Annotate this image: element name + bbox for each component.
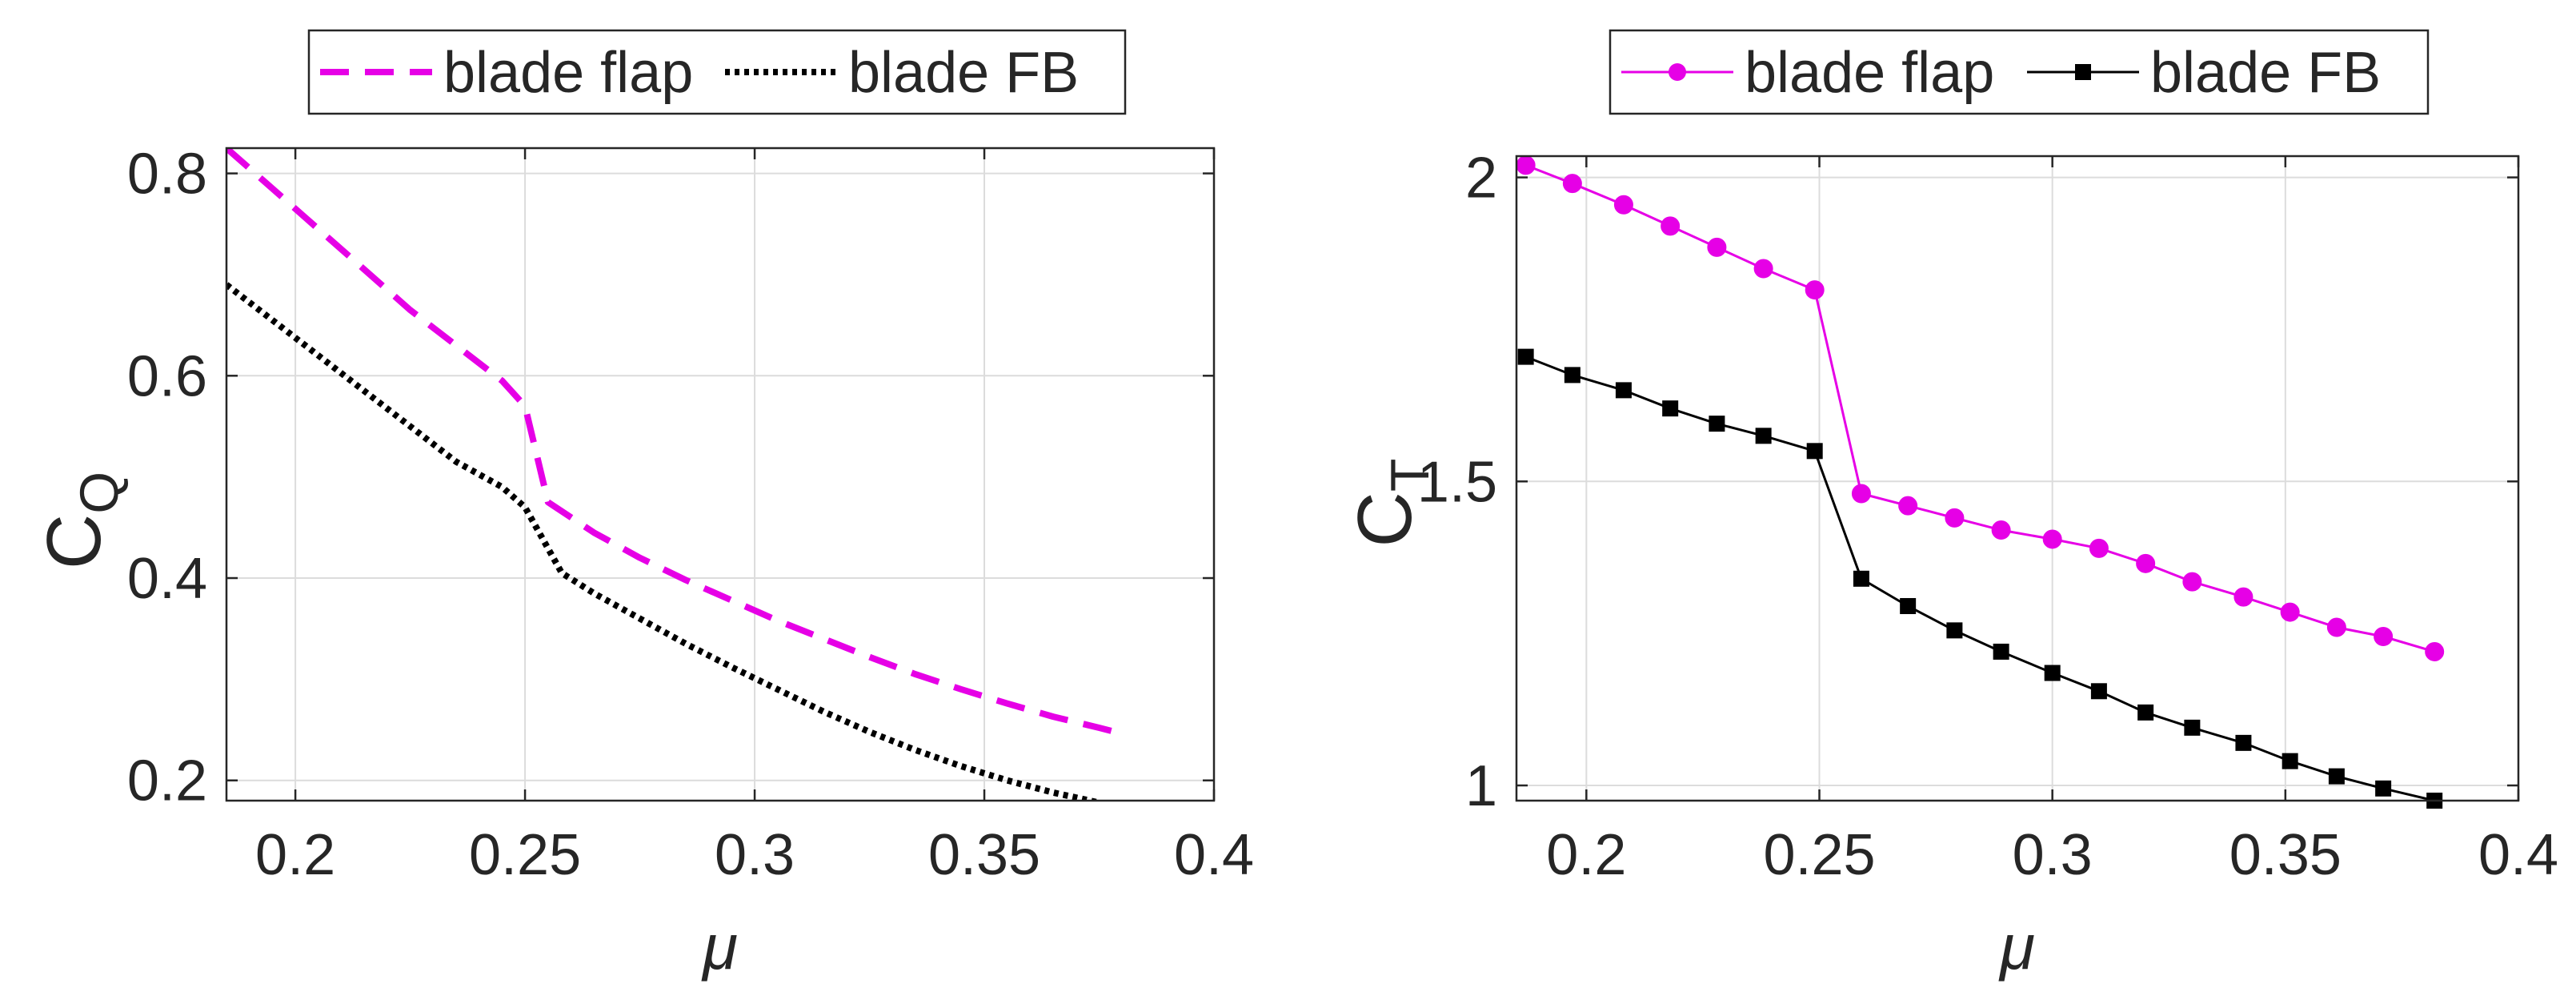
left-series-line-1 [226,282,1104,801]
right-ytick-label-0: 1 [1465,754,1497,818]
right-series-0-point-7 [1851,484,1871,504]
right-xtick-label-4: 0.4 [2478,823,2558,887]
right-series-0-point-1 [1562,174,1582,194]
right-series-0-point-0 [1516,155,1536,175]
left-axes-box [225,147,1216,802]
right-series-1-point-15 [2235,734,2252,751]
right-series-0-point-19 [2425,641,2445,661]
left-xtick-label-4: 0.4 [1174,823,1254,887]
left-xtick-label-0: 0.2 [255,823,335,887]
right-series-1-point-13 [2137,704,2154,721]
right-series-1-point-10 [1993,643,2009,660]
right-ylabel-subscript: T [1380,459,1440,492]
right-series-0-point-14 [2182,572,2202,592]
right-series-1-point-5 [1755,428,1772,444]
right-series-1-point-1 [1564,367,1580,384]
left-xtick-label-2: 0.3 [715,823,795,887]
right-legend-label-0: blade flap [1745,41,1994,105]
right-xtick-label-3: 0.35 [2229,823,2342,887]
right-ytick-label-1: 1.5 [1417,450,1497,514]
right-series-0-point-16 [2280,602,2300,622]
right-legend-marker-0 [1669,63,1686,81]
right-series-1-point-14 [2184,719,2201,736]
right-series-1-point-9 [1946,622,1963,639]
right-series-0-point-6 [1805,280,1825,300]
right-series-1-point-2 [1615,382,1632,399]
right-series-0-point-9 [1945,508,1965,528]
right-ytick-label-2: 2 [1465,147,1497,211]
right-legend: blade flap blade FB [1608,29,2430,115]
right-series-1-point-4 [1709,416,1725,432]
right-series-1-point-18 [2375,780,2392,797]
right-series-0-point-3 [1661,216,1681,236]
right-legend-box [1608,29,2430,115]
left-ylabel-subscript: Q [69,472,130,514]
left-ylabel: CQ [31,472,130,569]
right-series-1-point-8 [1900,597,1917,614]
right-plot-area [1516,156,2518,801]
left-ytick-label-2: 0.6 [127,344,207,408]
right-axes-box [1515,155,2520,802]
right-xtick-label-2: 0.3 [2013,823,2093,887]
left-legend-label-1: blade FB [848,41,1079,105]
right-series-0-point-12 [2089,538,2109,558]
right-ylabel: CT [1342,459,1440,548]
right-series-0-point-10 [1991,520,2011,540]
right-series-1-point-0 [1517,348,1534,365]
right-series-1-point-7 [1853,570,1869,587]
right-xtick-label-0: 0.2 [1546,823,1626,887]
left-xlabel: μ [701,911,738,982]
right-xtick-label-1: 0.25 [1763,823,1875,887]
right-series-0-point-18 [2374,626,2394,646]
left-legend: blade flap blade FB [307,29,1127,115]
right-series-0-point-4 [1707,237,1727,257]
right-series-1-point-12 [2090,683,2107,700]
right-series-0-point-11 [2042,529,2062,549]
right-series-0-point-15 [2233,587,2253,607]
right-series-1-point-17 [2328,768,2345,785]
left-plot-area [226,148,1214,801]
right-ylabel-main: C [1342,492,1428,547]
left-ylabel-main: C [31,514,117,569]
right-xlabel: μ [1998,911,2035,982]
left-ytick-label-1: 0.4 [127,547,207,611]
right-legend-label-1: blade FB [2150,41,2381,105]
right-series-0-point-5 [1753,259,1773,279]
right-series-1-point-11 [2044,665,2061,681]
left-series-group [226,148,1128,801]
right-legend-marker-1 [2075,64,2091,80]
left-xtick-label-3: 0.35 [928,823,1040,887]
right-series-1-point-3 [1662,400,1679,417]
right-series-0-point-8 [1898,496,1918,516]
right-series-0-point-13 [2136,553,2156,573]
right-series-0-point-2 [1613,195,1633,215]
right-series-0-point-17 [2326,617,2346,637]
left-ytick-label-3: 0.8 [127,143,207,207]
right-series-1-point-6 [1806,443,1823,460]
left-xtick-label-1: 0.25 [469,823,581,887]
right-series-1-point-16 [2282,753,2298,769]
left-legend-box [307,29,1127,115]
left-legend-label-0: blade flap [443,41,693,105]
left-ytick-label-0: 0.2 [127,749,207,813]
